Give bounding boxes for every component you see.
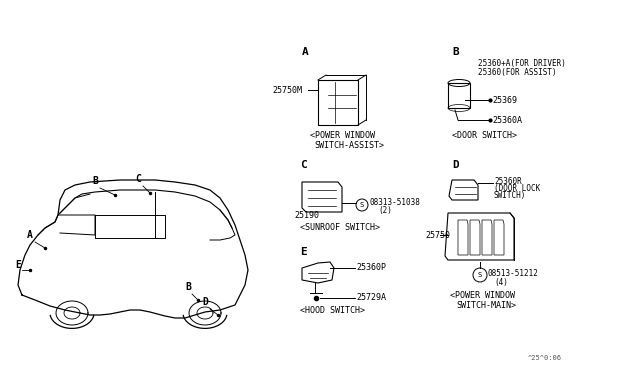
Text: 25360(FOR ASSIST): 25360(FOR ASSIST) (478, 67, 557, 77)
Text: 25750: 25750 (425, 231, 450, 240)
Text: D: D (202, 297, 208, 307)
Text: A: A (302, 47, 308, 57)
Text: C: C (300, 160, 307, 170)
Text: 25360+A(FOR DRIVER): 25360+A(FOR DRIVER) (478, 58, 566, 67)
Text: 08313-51038: 08313-51038 (370, 198, 421, 206)
Text: (DOOR LOCK: (DOOR LOCK (494, 183, 540, 192)
Text: 25360P: 25360P (356, 263, 386, 273)
Text: 25369: 25369 (492, 96, 517, 105)
Text: SWITCH): SWITCH) (494, 190, 526, 199)
Text: B: B (92, 176, 98, 186)
Text: <HOOD SWITCH>: <HOOD SWITCH> (300, 306, 365, 315)
Text: <POWER WINDOW: <POWER WINDOW (450, 291, 515, 300)
Text: 25190: 25190 (294, 211, 319, 220)
Text: 25360A: 25360A (492, 115, 522, 125)
Text: S: S (478, 272, 482, 278)
Text: SWITCH-MAIN>: SWITCH-MAIN> (456, 301, 516, 310)
Text: (2): (2) (378, 205, 392, 215)
Text: B: B (185, 282, 191, 292)
Text: 25750M: 25750M (272, 86, 302, 94)
Text: E: E (300, 247, 307, 257)
Text: S: S (360, 202, 364, 208)
Text: E: E (15, 260, 21, 270)
Text: A: A (27, 230, 33, 240)
Text: 08513-51212: 08513-51212 (488, 269, 539, 279)
Text: <SUNROOF SWITCH>: <SUNROOF SWITCH> (300, 223, 380, 232)
Text: ^25^0:06: ^25^0:06 (528, 355, 562, 361)
Text: <DOOR SWITCH>: <DOOR SWITCH> (452, 131, 517, 140)
Text: <POWER WINDOW: <POWER WINDOW (310, 131, 375, 140)
Text: C: C (135, 174, 141, 184)
Text: (4): (4) (494, 278, 508, 286)
Text: B: B (452, 47, 459, 57)
Text: 25360R: 25360R (494, 176, 522, 186)
Text: D: D (452, 160, 459, 170)
Text: SWITCH-ASSIST>: SWITCH-ASSIST> (314, 141, 384, 150)
Text: 25729A: 25729A (356, 294, 386, 302)
